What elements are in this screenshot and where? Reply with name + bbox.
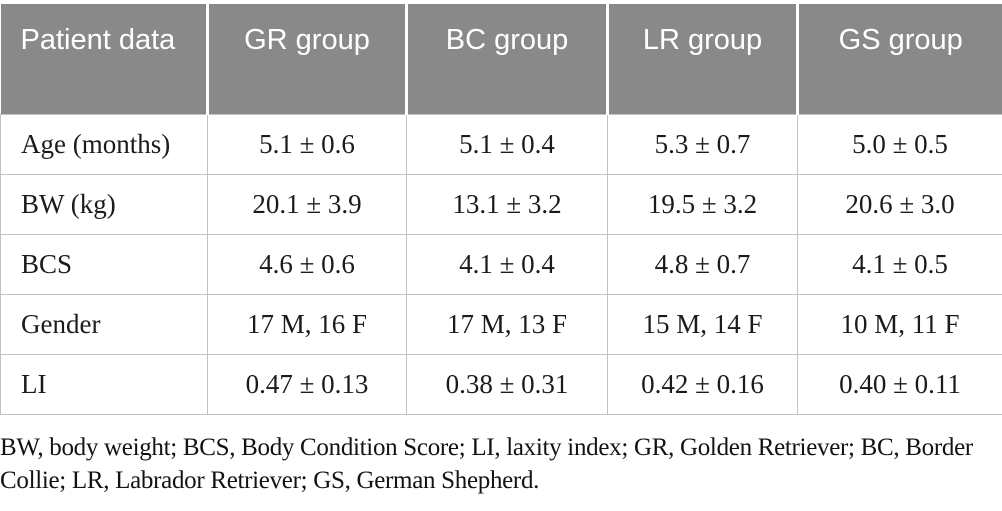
cell-li-gr: 0.47 ± 0.13	[207, 353, 407, 415]
row-label-li: LI	[0, 353, 208, 415]
cell-li-lr: 0.42 ± 0.16	[607, 353, 798, 415]
table-row-li: LI 0.47 ± 0.13 0.38 ± 0.31 0.42 ± 0.16 0…	[0, 353, 1002, 415]
cell-gender-bc: 17 M, 13 F	[406, 293, 608, 355]
cell-bw-gs: 20.6 ± 3.0	[797, 173, 1002, 235]
cell-age-lr: 5.3 ± 0.7	[607, 113, 798, 175]
table-footnote: BW, body weight; BCS, Body Condition Sco…	[0, 433, 973, 494]
cell-gender-gs: 10 M, 11 F	[797, 293, 1002, 355]
table-row-gender: Gender 17 M, 16 F 17 M, 13 F 15 M, 14 F …	[0, 293, 1002, 355]
cell-age-gr: 5.1 ± 0.6	[207, 113, 407, 175]
table-row-age: Age (months) 5.1 ± 0.6 5.1 ± 0.4 5.3 ± 0…	[0, 113, 1002, 175]
row-label-gender: Gender	[0, 293, 208, 355]
column-header-gs-group: GS group	[796, 4, 1002, 114]
cell-bcs-bc: 4.1 ± 0.4	[406, 233, 608, 295]
column-header-gr-group: GR group	[206, 4, 407, 114]
table-header-row: Patient data GR group BC group LR group …	[0, 4, 1002, 114]
cell-bcs-gr: 4.6 ± 0.6	[207, 233, 407, 295]
row-label-bcs: BCS	[0, 233, 208, 295]
table-row-bcs: BCS 4.6 ± 0.6 4.1 ± 0.4 4.8 ± 0.7 4.1 ± …	[0, 233, 1002, 295]
column-header-bc-group: BC group	[405, 4, 608, 114]
cell-bcs-gs: 4.1 ± 0.5	[797, 233, 1002, 295]
table-row-bw: BW (kg) 20.1 ± 3.9 13.1 ± 3.2 19.5 ± 3.2…	[0, 173, 1002, 235]
row-label-bw: BW (kg)	[0, 173, 208, 235]
cell-li-gs: 0.40 ± 0.11	[797, 353, 1002, 415]
column-header-lr-group: LR group	[606, 4, 798, 114]
row-label-age: Age (months)	[0, 113, 208, 175]
cell-age-gs: 5.0 ± 0.5	[797, 113, 1002, 175]
column-header-patient-data: Patient data	[0, 4, 208, 114]
cell-age-bc: 5.1 ± 0.4	[406, 113, 608, 175]
cell-li-bc: 0.38 ± 0.31	[406, 353, 608, 415]
cell-gender-lr: 15 M, 14 F	[607, 293, 798, 355]
cell-gender-gr: 17 M, 16 F	[207, 293, 407, 355]
cell-bcs-lr: 4.8 ± 0.7	[607, 233, 798, 295]
cell-bw-lr: 19.5 ± 3.2	[607, 173, 798, 235]
cell-bw-bc: 13.1 ± 3.2	[406, 173, 608, 235]
patient-data-table: Patient data GR group BC group LR group …	[0, 4, 1002, 415]
cell-bw-gr: 20.1 ± 3.9	[207, 173, 407, 235]
